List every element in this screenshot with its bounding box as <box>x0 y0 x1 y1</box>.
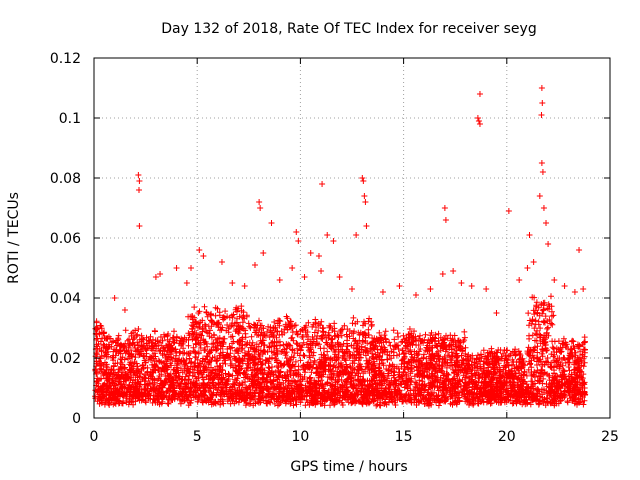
scatter-point <box>362 199 369 205</box>
scatter-point <box>330 238 337 244</box>
x-tick-label: 5 <box>193 429 202 445</box>
scatter-point <box>173 265 180 271</box>
scatter-point <box>551 277 558 283</box>
scatter-point <box>152 274 159 280</box>
scatter-point <box>580 286 587 292</box>
scatter-point <box>307 250 314 256</box>
scatter-point <box>505 208 512 214</box>
scatter-point <box>111 295 118 301</box>
scatter-point <box>188 265 195 271</box>
scatter-point <box>539 100 546 106</box>
scatter-point <box>289 265 296 271</box>
y-tick-label: 0.04 <box>50 291 81 307</box>
x-tick-label: 20 <box>498 429 516 445</box>
scatter-point <box>336 274 343 280</box>
scatter-point <box>483 286 490 292</box>
scatter-point <box>136 223 143 229</box>
scatter-point <box>359 175 366 181</box>
scatter-point <box>468 283 475 289</box>
scatter-point <box>276 277 283 283</box>
x-tick-label: 10 <box>291 429 309 445</box>
scatter-point <box>135 172 142 178</box>
y-tick-label: 0.08 <box>50 171 81 187</box>
x-axis-label: GPS time / hours <box>290 459 407 475</box>
scatter-point <box>439 271 446 277</box>
scatter-point <box>450 268 457 274</box>
scatter-point <box>268 220 275 226</box>
y-tick-label: 0.02 <box>50 351 81 367</box>
scatter-point <box>458 280 465 286</box>
scatter-point <box>136 178 143 184</box>
scatter-point <box>427 286 434 292</box>
scatter-point <box>475 118 482 124</box>
scatter-point <box>315 253 322 259</box>
x-tick-label: 25 <box>601 429 619 445</box>
scatter-point <box>260 250 267 256</box>
scatter-point <box>526 232 533 238</box>
scatter-point <box>536 193 543 199</box>
y-tick-label: 0.1 <box>59 111 81 127</box>
x-tick-label: 15 <box>395 429 413 445</box>
scatter-point <box>360 178 367 184</box>
chart-title: Day 132 of 2018, Rate Of TEC Index for r… <box>161 21 536 37</box>
y-tick-label: 0.12 <box>50 51 81 67</box>
scatter-point <box>540 205 547 211</box>
scatter-point <box>361 193 368 199</box>
y-axis-label: ROTI / TECUs <box>6 192 22 284</box>
scatter-point <box>493 310 500 316</box>
scatter-point <box>200 253 207 259</box>
scatter-point <box>229 280 236 286</box>
scatter-point <box>319 181 326 187</box>
scatter-point <box>538 85 545 91</box>
scatter-point <box>295 238 302 244</box>
scatter-point-cloud-path <box>92 293 589 409</box>
tick-layer <box>93 57 611 419</box>
scatter-point <box>545 241 552 247</box>
tick-label-layer: 0 5 10 15 20 25 0 0.02 0.04 0.06 0.08 0.1 0.12 <box>50 51 619 445</box>
scatter-point <box>241 283 248 289</box>
scatter-point <box>324 232 331 238</box>
scatter-point <box>396 283 403 289</box>
scatter-point <box>379 289 386 295</box>
scatter-point <box>442 217 449 223</box>
scatter-point <box>476 121 483 127</box>
scatter-point <box>530 259 537 265</box>
scatter-point <box>318 268 325 274</box>
scatter-point <box>474 115 481 121</box>
x-tick-label: 0 <box>90 429 99 445</box>
scatter-point <box>353 232 360 238</box>
scatter-point <box>571 289 578 295</box>
scatter-point <box>256 199 263 205</box>
scatter-point <box>121 307 128 313</box>
scatter-point <box>218 259 225 265</box>
scatter-point <box>183 280 190 286</box>
scatter-point <box>476 91 483 97</box>
scatter-point <box>524 265 531 271</box>
scatter-point <box>157 271 164 277</box>
scatter-point <box>196 247 203 253</box>
y-tick-label: 0 <box>72 411 81 427</box>
scatter-point <box>301 274 308 280</box>
scatter-point <box>135 187 142 193</box>
scatter-point <box>293 229 300 235</box>
scatter-point <box>543 220 550 226</box>
scatter-point <box>561 283 568 289</box>
scatter-point <box>516 277 523 283</box>
scatter-point <box>538 160 545 166</box>
scatter-point <box>363 223 370 229</box>
points-layer <box>111 85 587 316</box>
scatter-point <box>539 169 546 175</box>
scatter-point <box>349 286 355 292</box>
scatter-point <box>412 292 419 298</box>
scatter-point-cloud <box>92 293 589 409</box>
y-tick-label: 0.06 <box>50 231 81 247</box>
scatter-point <box>538 112 545 118</box>
scatter-point <box>441 205 448 211</box>
scatter-point <box>251 262 258 268</box>
scatter-point <box>257 205 264 211</box>
scatter-point <box>576 247 583 253</box>
